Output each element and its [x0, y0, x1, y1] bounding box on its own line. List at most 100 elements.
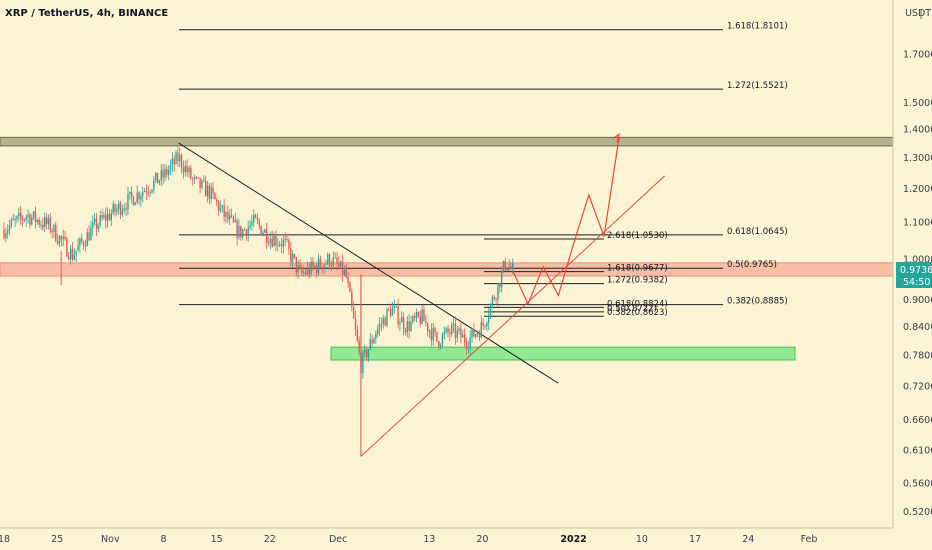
price-axis[interactable]: 1.7000 1.5000 1.4000 1.3000 1.2000 1.1000 1.00…: [903, 49, 932, 518]
candle-down: [55, 224, 57, 242]
candle-up: [502, 260, 505, 272]
time-tick-label: 24: [742, 534, 754, 545]
candle-down: [114, 204, 116, 212]
time-tick-label: Feb: [801, 534, 818, 545]
candle-down: [88, 232, 90, 241]
candle-down: [138, 192, 140, 200]
candles-layer: [3, 145, 514, 384]
candle-down: [192, 178, 194, 180]
candle-up: [512, 263, 514, 269]
candle-down: [101, 215, 103, 219]
candle-up: [160, 170, 162, 181]
candle-up: [386, 309, 388, 326]
candle-down: [182, 167, 185, 173]
candle-up: [5, 233, 7, 239]
candle-up: [44, 217, 46, 228]
candle-up: [164, 168, 166, 178]
candle-down: [436, 331, 438, 342]
candle-up: [201, 180, 203, 188]
candle-up: [169, 164, 172, 170]
candle-up: [486, 322, 488, 327]
candle-up: [391, 307, 394, 316]
candle-down: [299, 265, 301, 269]
candle-up: [151, 189, 153, 192]
candle-up: [451, 325, 453, 334]
candle-down: [338, 263, 340, 267]
candle-down: [217, 201, 220, 211]
countdown-label: 54:50: [903, 277, 930, 288]
time-axis[interactable]: 18 25 Nov 8 15 22 Dec 13 20 2022 10 17 24 Feb: [0, 534, 817, 545]
candle-down: [380, 323, 383, 325]
candle-down: [356, 329, 359, 341]
candle-down: [384, 317, 386, 326]
candle-up: [86, 232, 88, 247]
candle-down: [286, 238, 288, 240]
candle-down: [425, 321, 427, 323]
candle-down: [365, 348, 368, 358]
candle-down: [426, 322, 429, 332]
candle-up: [367, 349, 370, 358]
candle-up: [73, 254, 75, 260]
price-tick-label: 0.5200: [903, 507, 932, 518]
candle-down: [308, 267, 310, 275]
candle-down: [125, 208, 127, 210]
candle-up: [27, 214, 29, 217]
candle-up: [297, 265, 299, 273]
candle-down: [180, 155, 183, 168]
fib-level-label: 0.5(0.9765): [727, 260, 777, 270]
candle-down: [341, 261, 344, 275]
candle-up: [399, 322, 401, 325]
candle-down: [388, 309, 390, 311]
candle-down: [434, 328, 436, 332]
projection-arrowhead: [612, 132, 621, 143]
candle-down: [256, 217, 259, 221]
candle-up: [121, 210, 124, 215]
candle-up: [14, 219, 16, 221]
candle-up: [149, 191, 151, 193]
candle-up: [458, 328, 460, 331]
time-tick-label: Dec: [329, 534, 347, 545]
candle-down: [267, 242, 270, 244]
candle-down: [223, 205, 225, 217]
candle-up: [393, 306, 396, 308]
candle-down: [199, 177, 201, 188]
candle-down: [29, 214, 31, 225]
candle-down: [423, 309, 425, 322]
candle-up: [210, 187, 212, 199]
candle-up: [136, 192, 138, 203]
candle-down: [280, 244, 283, 247]
candle-down: [227, 211, 229, 220]
candle-down: [484, 325, 486, 327]
candle-down: [49, 217, 51, 231]
candle-down: [240, 225, 242, 238]
candle-up: [112, 204, 114, 214]
candle-down: [345, 269, 347, 278]
candle-down: [34, 211, 37, 222]
candle-up: [340, 261, 342, 267]
candle-up: [500, 271, 503, 288]
candle-up: [382, 317, 384, 324]
candle-down: [351, 291, 353, 307]
candle-up: [395, 306, 397, 308]
candle-up: [10, 219, 13, 226]
candle-up: [153, 180, 155, 190]
candle-up: [92, 222, 94, 228]
resistance-zone: [0, 136, 894, 147]
candle-down: [352, 306, 355, 319]
candle-down: [260, 225, 262, 235]
candle-down: [321, 266, 323, 270]
candle-up: [58, 236, 61, 244]
candle-up: [278, 244, 281, 246]
candle-up: [123, 208, 125, 211]
candle-up: [241, 229, 244, 238]
fib-level-label: 0.618(1.0645): [727, 227, 788, 237]
price-tick-label: 1.4000: [903, 124, 932, 135]
candle-down: [402, 317, 405, 330]
candle-up: [134, 202, 137, 206]
candle-down: [243, 229, 246, 231]
candle-down: [45, 217, 48, 225]
